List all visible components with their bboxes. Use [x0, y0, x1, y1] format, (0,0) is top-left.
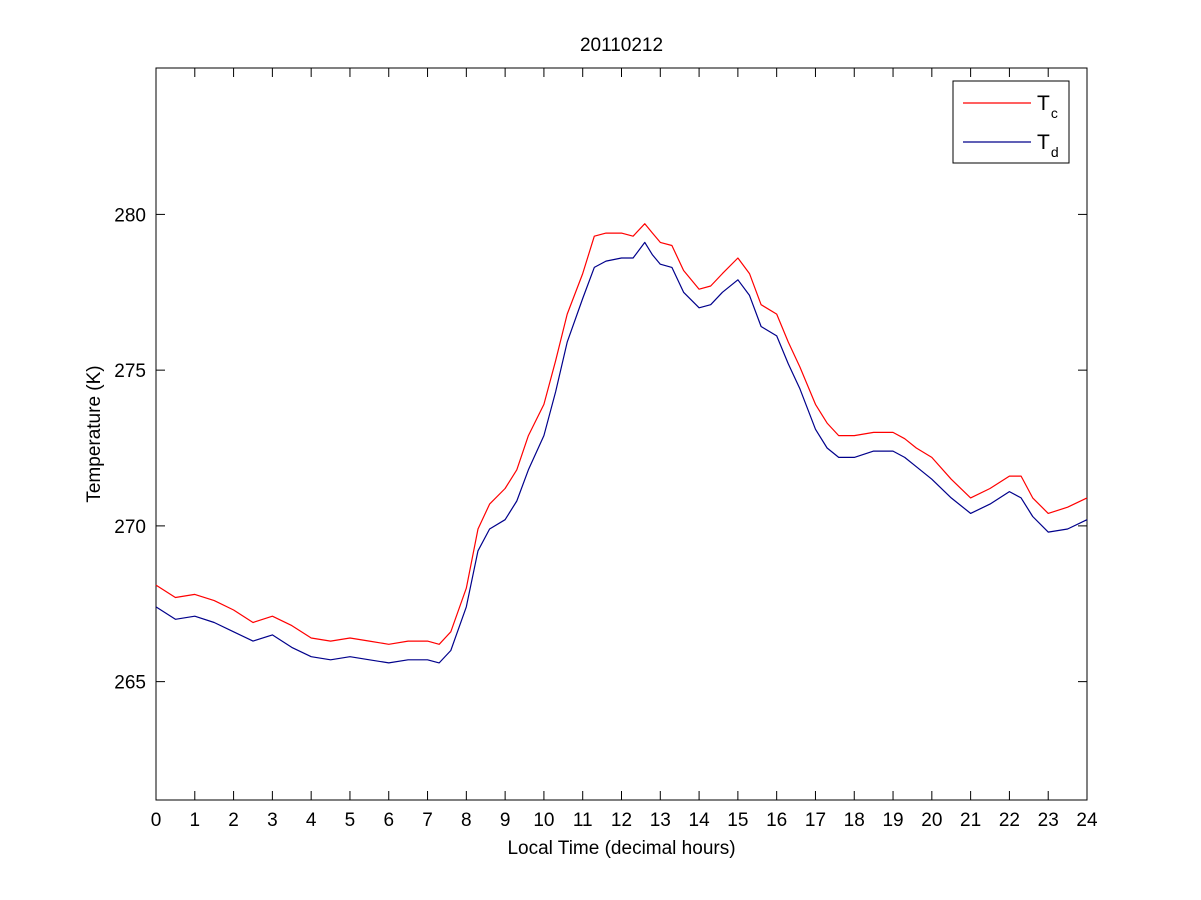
x-tick-label: 3: [267, 810, 278, 831]
legend-label-main: T: [1037, 92, 1050, 115]
legend-box: [952, 80, 1070, 164]
x-tick-label: 21: [960, 810, 981, 831]
x-axis-label: Local Time (decimal hours): [507, 838, 735, 859]
x-tick-label: 12: [611, 810, 632, 831]
series-line-td: [155, 241, 1088, 664]
series-line-tc: [155, 223, 1088, 645]
x-tick-label: 22: [999, 810, 1020, 831]
x-tick-label: 15: [727, 810, 748, 831]
x-tick-label: 13: [650, 810, 671, 831]
y-tick-label: 265: [114, 673, 146, 694]
x-tick-label: 18: [844, 810, 865, 831]
x-tick-label: 9: [500, 810, 511, 831]
legend-label-subscript: c: [1051, 105, 1058, 121]
x-tick-label: 4: [306, 810, 317, 831]
x-tick-label: 11: [573, 810, 593, 831]
y-axis-label: Temperature (K): [84, 365, 105, 502]
x-tick-label: 8: [461, 810, 472, 831]
legend-label-subscript: d: [1051, 144, 1059, 160]
x-tick-label: 7: [422, 810, 433, 831]
chart-title: 20110212: [580, 35, 663, 56]
y-tick-label: 280: [114, 205, 146, 226]
x-tick-label: 1: [190, 810, 201, 831]
x-tick-label: 16: [766, 810, 787, 831]
legend-label-td: Td: [1037, 131, 1059, 160]
x-tick-label: 23: [1038, 810, 1059, 831]
x-tick-label: 20: [921, 810, 942, 831]
x-tick-label: 19: [882, 810, 903, 831]
x-tick-label: 10: [533, 810, 554, 831]
x-tick-label: 14: [689, 810, 711, 831]
y-tick-label: 270: [114, 517, 146, 538]
x-tick-label: 5: [345, 810, 356, 831]
x-tick-label: 2: [228, 810, 239, 831]
legend-label-main: T: [1037, 131, 1050, 154]
plot-area: [155, 67, 1088, 801]
x-tick-label: 24: [1076, 810, 1098, 831]
x-tick-label: 6: [383, 810, 394, 831]
legend-label-tc: Tc: [1037, 92, 1058, 121]
x-tick-label: 17: [805, 810, 826, 831]
y-tick-label: 275: [114, 361, 146, 382]
x-tick-label: 0: [151, 810, 162, 831]
